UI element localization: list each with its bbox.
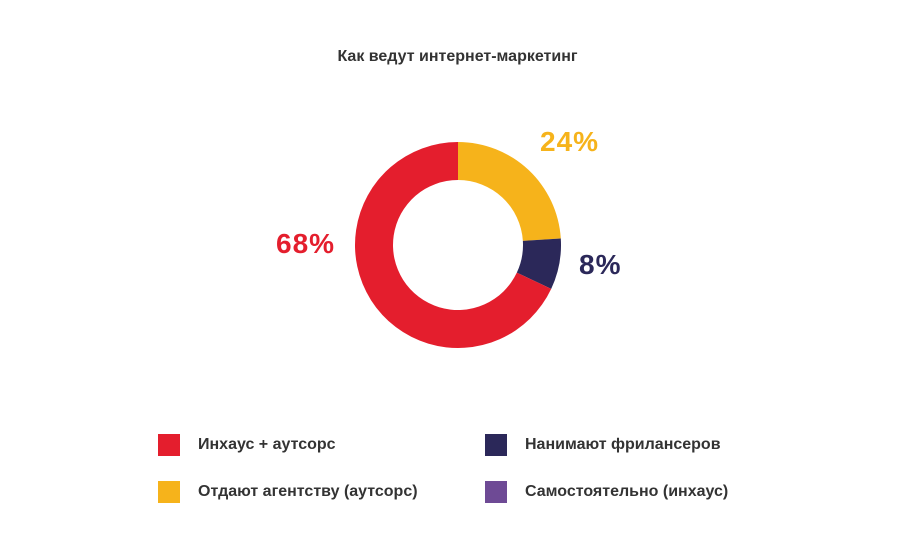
legend-label: Отдают агентству (аутсорс) [198, 483, 418, 500]
donut-slice-1 [458, 142, 561, 241]
legend-swatch [485, 481, 507, 503]
donut-chart [355, 142, 561, 348]
legend-item-freelancers: Нанимают фрилансеров [485, 432, 721, 458]
legend-item-inhouse-outsource: Инхаус + аутсорс [158, 432, 336, 458]
legend-swatch [158, 434, 180, 456]
donut-slice-2 [516, 238, 561, 289]
data-label-inhouse-outsource: 68% [276, 228, 336, 259]
data-label-freelancers: 8% [579, 249, 622, 280]
legend-swatch [485, 434, 507, 456]
legend-item-self: Самостоятельно (инхаус) [485, 479, 728, 505]
legend-label: Самостоятельно (инхаус) [525, 483, 729, 500]
legend-label: Нанимают фрилансеров [525, 436, 721, 453]
data-label-agency: 24% [540, 126, 600, 157]
legend-swatch [158, 481, 180, 503]
legend-label: Инхаус + аутсорс [198, 436, 336, 453]
donut-slice-0 [355, 142, 552, 348]
chart-title: Как ведут интернет-маркетинг [337, 48, 578, 65]
legend-item-agency: Отдают агентству (аутсорс) [158, 479, 418, 505]
